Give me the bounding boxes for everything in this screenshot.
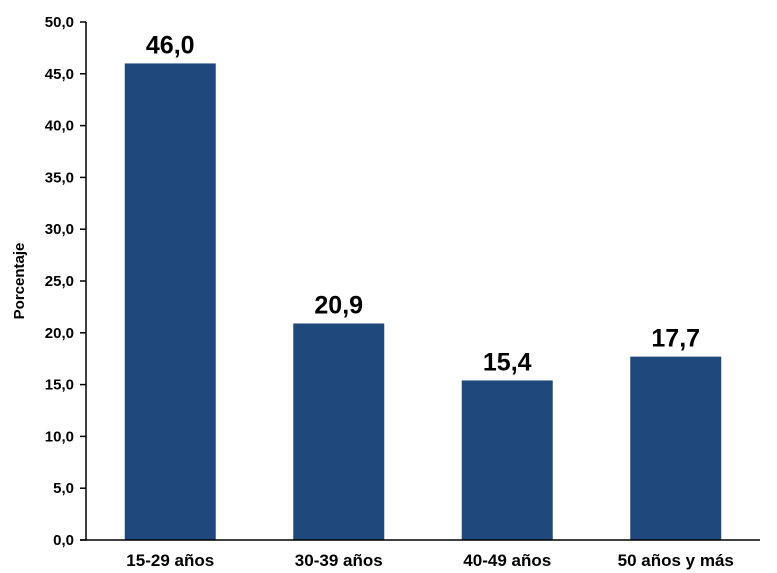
y-axis-title: Porcentaje [11, 243, 28, 320]
bar [293, 323, 385, 540]
bar [461, 380, 553, 540]
y-axis-ticks: 0,0 5,0 10,0 15,0 20,0 25,0 30,0 35,0 40,0 45,0 50… [45, 14, 86, 549]
bars [124, 63, 722, 540]
y-tick-label: 30,0 [45, 221, 74, 238]
y-tick-label: 50,0 [45, 14, 74, 31]
data-labels: 46,0 20,9 15,4 17,7 [146, 31, 700, 376]
bar-value-label: 17,7 [651, 325, 700, 353]
x-category-label: 50 años y más [618, 551, 734, 570]
y-tick-label: 25,0 [45, 273, 74, 290]
y-tick-label: 45,0 [45, 66, 74, 83]
y-tick-label: 15,0 [45, 377, 74, 394]
y-tick-label: 35,0 [45, 169, 74, 186]
y-tick-label: 20,0 [45, 325, 74, 342]
bar [630, 356, 722, 540]
bar [124, 63, 216, 540]
y-tick-label: 40,0 [45, 118, 74, 135]
y-tick-label: 0,0 [53, 532, 74, 549]
bar-value-label: 15,4 [483, 348, 532, 376]
x-category-label: 30-39 años [295, 551, 383, 570]
x-category-label: 40-49 años [463, 551, 551, 570]
x-category-label: 15-29 años [126, 551, 214, 570]
x-axis-labels: 15-29 años 30-39 años 40-49 años 50 años y … [126, 551, 734, 570]
bar-value-label: 46,0 [146, 31, 195, 59]
y-tick-label: 5,0 [53, 480, 74, 497]
y-tick-label: 10,0 [45, 428, 74, 445]
bar-value-label: 20,9 [314, 291, 363, 319]
